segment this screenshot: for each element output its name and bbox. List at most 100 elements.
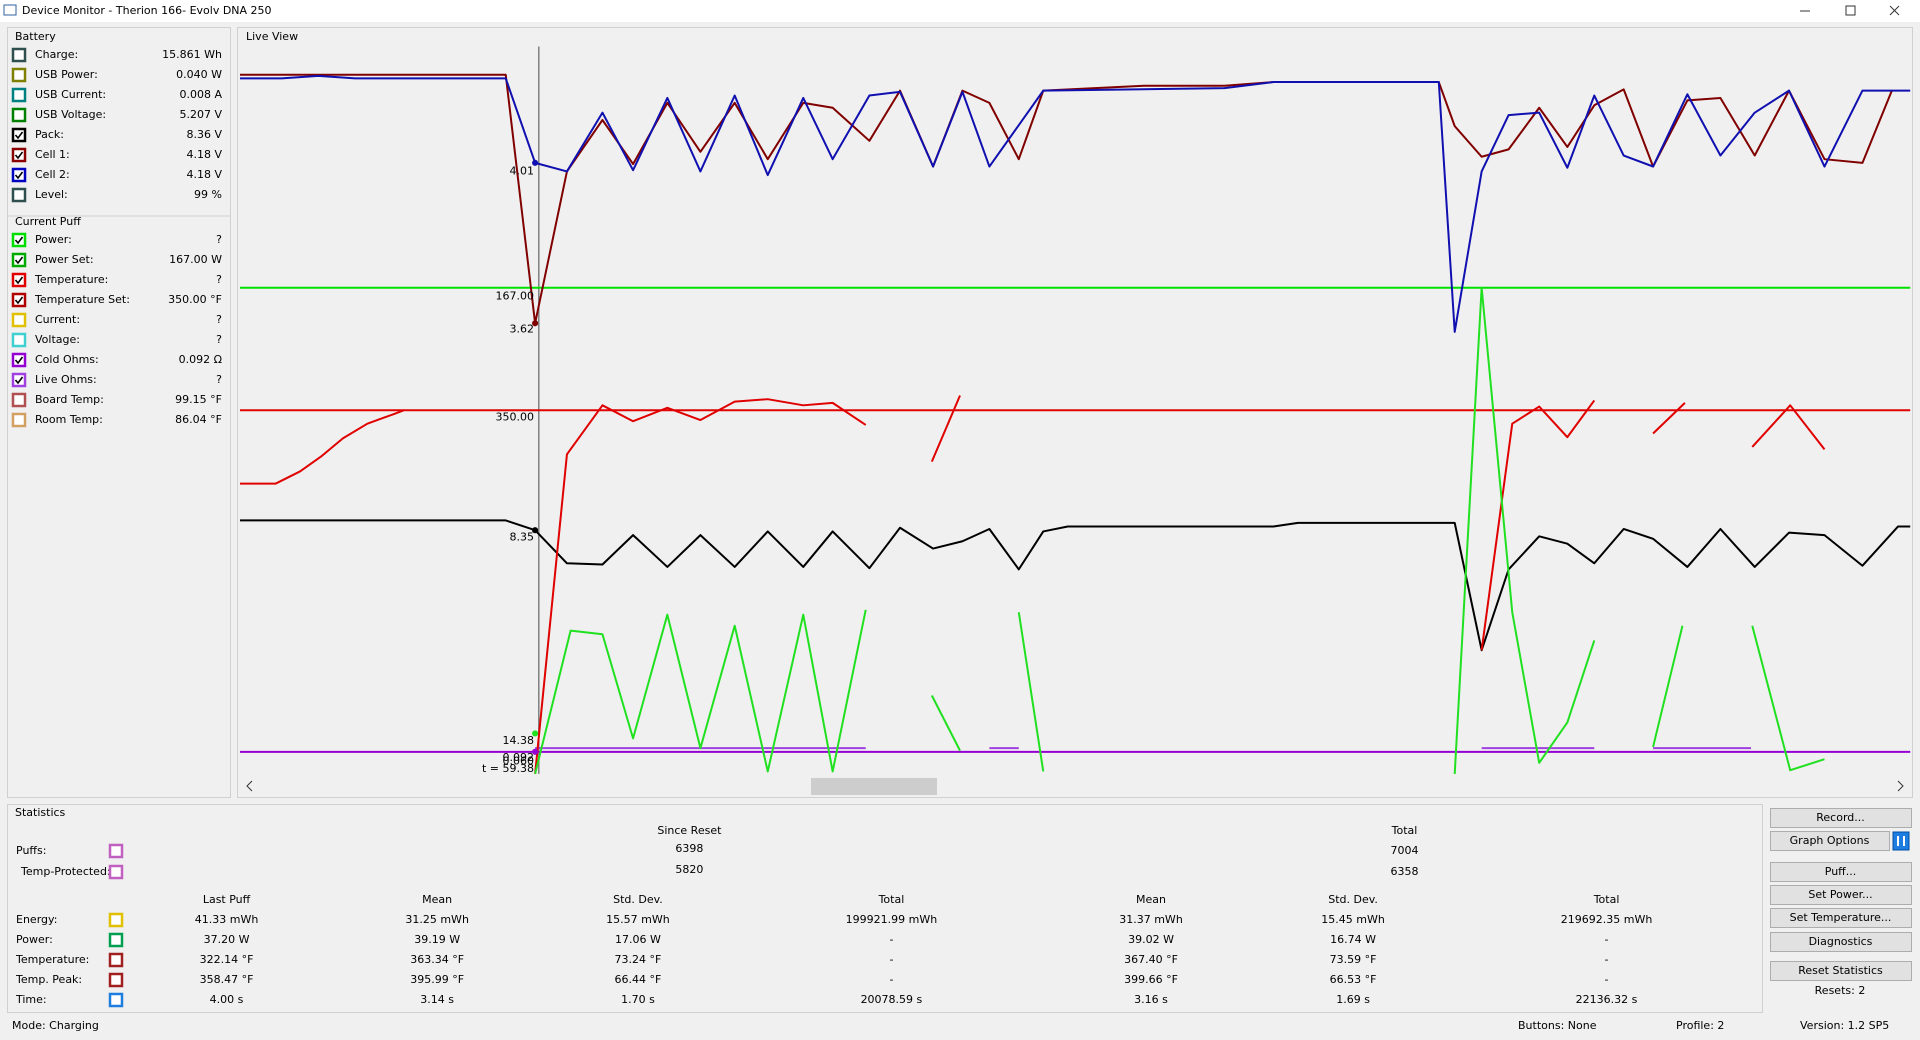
series-checkbox[interactable] xyxy=(11,87,27,103)
series-checkbox[interactable] xyxy=(11,107,27,123)
scrollbar[interactable] xyxy=(240,777,1910,796)
stat-value: 39.02 W xyxy=(1128,933,1174,946)
series-checkbox[interactable] xyxy=(11,47,27,63)
series-checkbox[interactable] xyxy=(11,332,27,348)
cursor-value: t = 59.38 xyxy=(482,762,534,775)
series-checkbox[interactable] xyxy=(11,392,27,408)
column-header: Mean xyxy=(1136,893,1166,906)
button[interactable] xyxy=(1770,885,1912,905)
column-header: Last Puff xyxy=(203,893,251,906)
row-label: USB Power: xyxy=(35,68,98,81)
stat-checkbox[interactable] xyxy=(108,992,124,1008)
row-value: 99 % xyxy=(194,188,222,201)
scroll-right[interactable] xyxy=(1897,780,1904,792)
series-checkbox[interactable] xyxy=(11,272,27,288)
row-value: 5.207 V xyxy=(179,108,222,121)
column-header: Total xyxy=(1391,824,1418,837)
stat-value: 1.69 s xyxy=(1336,993,1370,1006)
checkmark xyxy=(14,131,24,140)
panel-title: Live View xyxy=(246,30,298,43)
scroll-left[interactable] xyxy=(246,780,253,792)
series-checkbox[interactable] xyxy=(11,312,27,328)
series-checkbox[interactable] xyxy=(11,352,27,368)
row-value: 86.04 °F xyxy=(175,413,222,426)
checkmark xyxy=(14,256,24,265)
stat-label: Power: xyxy=(16,933,53,946)
stat-label: Temperature: xyxy=(15,953,89,966)
button-label: Diagnostics xyxy=(1809,935,1873,948)
series-checkbox[interactable] xyxy=(11,292,27,308)
series-checkbox[interactable] xyxy=(11,67,27,83)
power-segment xyxy=(1455,288,1595,774)
stat-checkbox[interactable] xyxy=(108,864,124,880)
group-title: Battery xyxy=(15,30,56,43)
stat-value: - xyxy=(1605,933,1609,946)
series-checkbox[interactable] xyxy=(11,232,27,248)
stat-checkbox[interactable] xyxy=(108,972,124,988)
graph-options-icon[interactable] xyxy=(1892,831,1910,851)
side-panel xyxy=(7,27,231,798)
series-checkbox[interactable] xyxy=(11,187,27,203)
status-profile: Profile: 2 xyxy=(1676,1019,1724,1032)
row-label: Cell 1: xyxy=(35,148,70,161)
count-value: 7004 xyxy=(1391,844,1419,857)
column-header: Total xyxy=(878,893,905,906)
series-checkbox[interactable] xyxy=(11,252,27,268)
stat-checkbox[interactable] xyxy=(108,952,124,968)
checkmark xyxy=(14,356,24,365)
row-value: 0.008 A xyxy=(179,88,222,101)
scroll-thumb[interactable] xyxy=(811,778,937,795)
app-icon xyxy=(3,4,17,16)
button-label: Graph Options xyxy=(1790,834,1870,847)
stat-value: 15.45 mWh xyxy=(1321,913,1385,926)
button[interactable] xyxy=(1770,831,1890,851)
close[interactable] xyxy=(1889,5,1900,16)
column-header: Std. Dev. xyxy=(1328,893,1378,906)
series-checkbox[interactable] xyxy=(11,147,27,163)
cursor-value: 0.092 xyxy=(503,751,535,764)
checkmark xyxy=(14,151,24,160)
stat-checkbox[interactable] xyxy=(108,843,124,859)
stat-label: Time: xyxy=(15,993,47,1006)
stat-value: 20078.59 s xyxy=(861,993,923,1006)
power-segment xyxy=(535,610,866,774)
count-value: 6358 xyxy=(1391,865,1419,878)
series-checkbox[interactable] xyxy=(11,127,27,143)
stat-value: 22136.32 s xyxy=(1576,993,1638,1006)
button[interactable] xyxy=(1770,862,1912,882)
row-label: USB Current: xyxy=(35,88,106,101)
cursor-value: 4.01 xyxy=(510,164,535,177)
stat-value: 66.44 °F xyxy=(615,973,662,986)
stat-value: 4.00 s xyxy=(210,993,244,1006)
row-label: Charge: xyxy=(35,48,78,61)
restore[interactable] xyxy=(1845,5,1856,16)
button-label: Puff... xyxy=(1825,865,1856,878)
row-value: 99.15 °F xyxy=(175,393,222,406)
pack-line xyxy=(240,520,1910,650)
stat-value: - xyxy=(889,953,893,966)
series-checkbox[interactable] xyxy=(11,167,27,183)
statistics-panel xyxy=(7,804,1763,1013)
series-checkbox[interactable] xyxy=(11,412,27,428)
cursor-value: 3.62 xyxy=(510,322,535,335)
stat-checkbox[interactable] xyxy=(108,912,124,928)
count-label: Temp-Protected: xyxy=(20,865,111,878)
stat-value: - xyxy=(1605,973,1609,986)
series-checkbox[interactable] xyxy=(11,372,27,388)
button[interactable] xyxy=(1770,932,1912,952)
stat-value: 219692.35 mWh xyxy=(1561,913,1653,926)
cursor-dot xyxy=(532,730,539,737)
stat-checkbox[interactable] xyxy=(108,932,124,948)
stat-value: 73.59 °F xyxy=(1330,953,1377,966)
stat-value: 3.16 s xyxy=(1134,993,1168,1006)
button[interactable] xyxy=(1770,961,1912,981)
row-label: Temperature Set: xyxy=(34,293,130,306)
button[interactable] xyxy=(1770,908,1912,928)
column-header: Since Reset xyxy=(657,824,722,837)
power-segment xyxy=(1019,612,1043,771)
count-label: Puffs: xyxy=(16,844,46,857)
stat-value: 322.14 °F xyxy=(200,953,254,966)
status-version: Version: 1.2 SP5 xyxy=(1800,1019,1889,1032)
button[interactable] xyxy=(1770,808,1912,828)
